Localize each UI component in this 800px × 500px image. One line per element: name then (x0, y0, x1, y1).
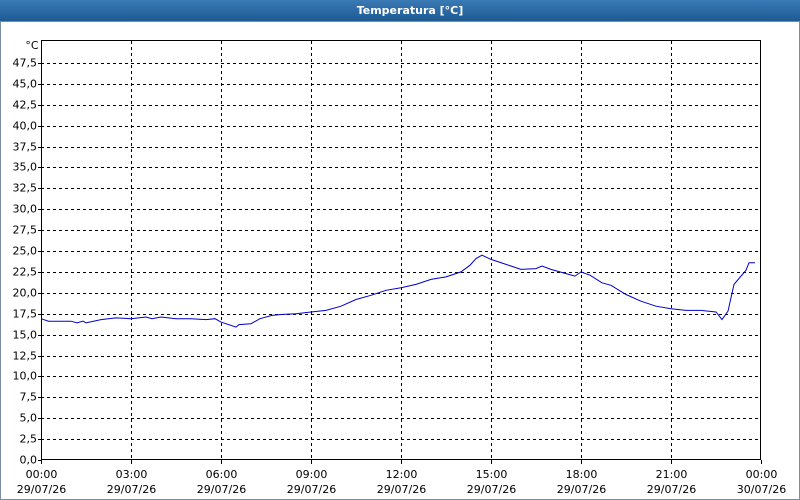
y-tick-label: 20,0 (13, 287, 38, 300)
y-tick-label: 30,0 (13, 203, 38, 216)
y-axis-label: °C (25, 39, 39, 52)
y-tick-label: 2,5 (20, 433, 38, 446)
x-tick-label: 06:00 (206, 468, 238, 481)
x-tick-label: 09:00 (296, 468, 328, 481)
x-tick-label: 03:00 (116, 468, 148, 481)
x-tick-label: 00:00 (26, 468, 58, 481)
y-tick-label: 35,0 (13, 161, 38, 174)
chart-title: Temperatura [°C] (357, 4, 464, 17)
x-tick-date: 29/07/26 (197, 483, 246, 496)
y-tick-label: 0,0 (20, 454, 38, 467)
x-tick-label: 21:00 (656, 468, 688, 481)
y-tick-label: 15,0 (13, 329, 38, 342)
y-tick-label: 37,5 (13, 141, 38, 154)
x-tick-label: 15:00 (476, 468, 508, 481)
y-tick-label: 5,0 (20, 412, 38, 425)
x-tick-date: 29/07/26 (377, 483, 426, 496)
y-tick-label: 25,0 (13, 245, 38, 258)
y-tick-label: 42,5 (13, 99, 38, 112)
y-tick-label: 47,5 (13, 57, 38, 70)
y-tick-label: 40,0 (13, 120, 38, 133)
x-tick-label: 00:00 (746, 468, 778, 481)
x-tick-date: 29/07/26 (107, 483, 156, 496)
x-tick-date: 29/07/26 (17, 483, 66, 496)
y-tick-label: 12,5 (13, 350, 38, 363)
x-tick-date: 29/07/26 (467, 483, 516, 496)
y-tick-label: 17,5 (13, 308, 38, 321)
y-tick-label: 7,5 (20, 391, 38, 404)
x-tick-label: 18:00 (566, 468, 598, 481)
x-tick-date: 29/07/26 (287, 483, 336, 496)
y-tick-label: 45,0 (13, 78, 38, 91)
data-line (40, 254, 755, 328)
y-tick-label: 10,0 (13, 370, 38, 383)
x-tick-date: 30/07/26 (737, 483, 786, 496)
x-tick-label: 12:00 (386, 468, 418, 481)
y-tick-label: 22,5 (13, 266, 38, 279)
x-tick-date: 29/07/26 (557, 483, 606, 496)
title-bar (0, 0, 800, 21)
y-tick-label: 32,5 (13, 182, 38, 195)
x-tick-date: 29/07/26 (647, 483, 696, 496)
y-tick-label: 27,5 (13, 224, 38, 237)
